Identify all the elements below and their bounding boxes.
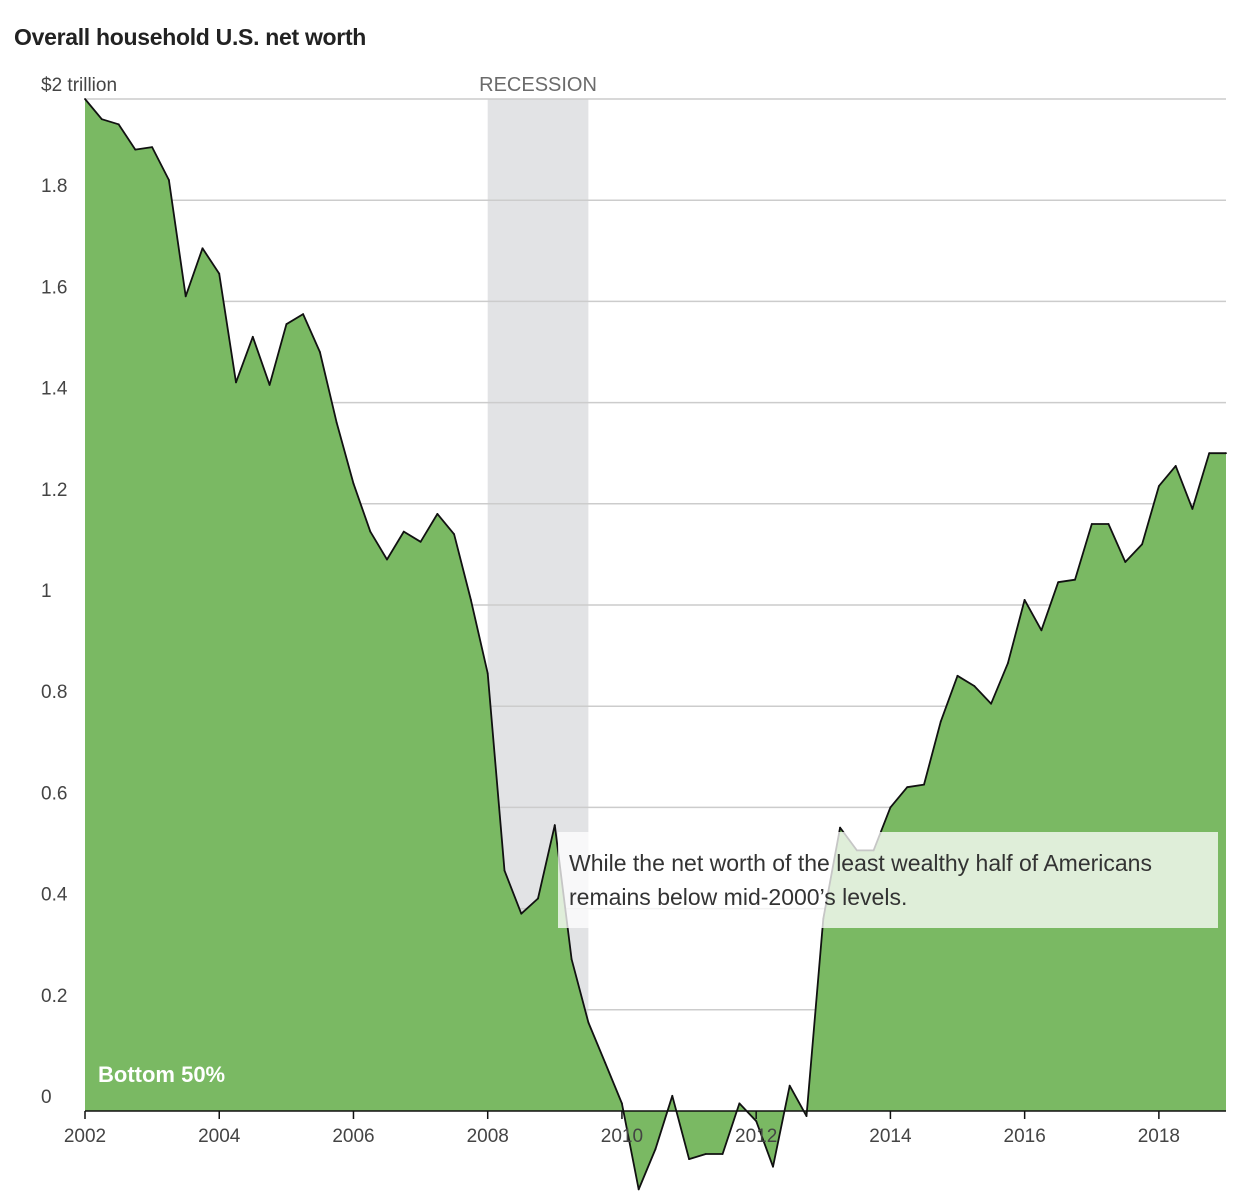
data-point xyxy=(1023,599,1026,601)
data-point xyxy=(1174,465,1177,467)
data-point xyxy=(956,674,959,677)
data-point xyxy=(788,1084,791,1087)
data-point xyxy=(285,323,288,326)
data-point xyxy=(352,482,355,485)
series-area-layer xyxy=(84,98,1227,1191)
y-tick-label: 1.6 xyxy=(41,277,67,298)
data-point xyxy=(805,1115,808,1117)
series-label: Bottom 50% xyxy=(98,1062,225,1087)
y-tick-label: 0.8 xyxy=(41,682,67,703)
data-point xyxy=(654,1148,657,1150)
x-tick-label: 2006 xyxy=(332,1126,374,1147)
chart-annotation: While the net worth of the least wealthy… xyxy=(558,832,1218,928)
data-point xyxy=(553,824,556,826)
data-point xyxy=(939,720,942,723)
y-tick-label: 1.2 xyxy=(41,480,67,501)
data-point xyxy=(151,146,154,149)
data-point xyxy=(1158,485,1160,487)
x-axis: 2002 2004 2006 2008 2010 2012 2014 2016 2018 xyxy=(64,1110,1226,1147)
x-tick-label: 2012 xyxy=(735,1126,777,1147)
x-tick-label: 2014 xyxy=(869,1126,912,1147)
data-point xyxy=(1191,508,1194,510)
data-point xyxy=(470,599,472,601)
data-point xyxy=(621,1102,623,1105)
data-point xyxy=(973,685,976,687)
data-point xyxy=(1074,578,1076,581)
recession-label: RECESSION xyxy=(479,74,597,96)
data-point xyxy=(168,179,170,181)
data-point xyxy=(637,1188,640,1191)
y-tick-label: 1.4 xyxy=(41,379,68,400)
data-point xyxy=(1124,561,1127,563)
data-point xyxy=(906,786,909,789)
data-point xyxy=(436,513,439,515)
data-point xyxy=(503,869,506,872)
x-tick-label: 2018 xyxy=(1138,1126,1180,1147)
data-point xyxy=(486,672,489,675)
data-point xyxy=(1040,629,1043,632)
data-point xyxy=(235,381,237,384)
data-point xyxy=(386,558,388,561)
data-point xyxy=(1208,452,1211,455)
data-point xyxy=(1090,523,1093,525)
data-point xyxy=(1141,543,1143,546)
data-point xyxy=(1225,452,1227,455)
data-point xyxy=(1007,662,1009,665)
labels-layer: RECESSION Bottom 50% xyxy=(98,74,597,1087)
x-tick-label: 2002 xyxy=(64,1126,106,1147)
data-point xyxy=(402,530,405,533)
data-point xyxy=(1057,581,1060,584)
x-tick-label: 2004 xyxy=(198,1126,241,1147)
data-point xyxy=(369,530,372,533)
data-point xyxy=(84,98,86,100)
data-point xyxy=(704,1153,707,1155)
data-point xyxy=(570,958,573,961)
data-point xyxy=(201,247,204,250)
data-point xyxy=(302,313,304,315)
data-point xyxy=(335,421,338,424)
data-point xyxy=(587,1021,590,1024)
data-point xyxy=(537,897,539,900)
data-point xyxy=(671,1094,674,1097)
data-point xyxy=(755,1120,758,1122)
data-point xyxy=(738,1102,741,1105)
y-tick-label: 1.8 xyxy=(41,176,67,197)
data-point xyxy=(1107,523,1110,525)
y-axis-ticks: 0 0.2 0.4 0.6 0.8 1 1.2 1.4 1.6 1.8 $2 trillion xyxy=(41,75,117,1108)
x-tick-label: 2016 xyxy=(1004,1126,1046,1147)
data-point xyxy=(990,702,992,705)
data-point xyxy=(688,1158,690,1160)
y-tick-label: 1 xyxy=(41,581,52,602)
data-point xyxy=(251,335,254,338)
data-point xyxy=(184,295,187,298)
data-point xyxy=(419,540,422,543)
series-area-fill xyxy=(85,99,1226,1190)
data-point xyxy=(923,783,925,786)
y-tick-label: 0 xyxy=(41,1087,52,1108)
data-point xyxy=(218,272,221,275)
data-point xyxy=(100,118,103,121)
data-point xyxy=(772,1165,774,1168)
data-point xyxy=(319,351,321,353)
y-tick-label: 0.6 xyxy=(41,783,67,804)
data-point xyxy=(453,533,455,536)
chart-title: Overall household U.S. net worth xyxy=(14,24,367,50)
data-point xyxy=(268,384,271,386)
y-tick-label: $2 trillion xyxy=(41,75,117,96)
data-point xyxy=(721,1153,724,1155)
y-tick-label: 0.2 xyxy=(41,986,67,1007)
y-tick-label: 0.4 xyxy=(41,885,68,906)
data-point xyxy=(889,806,892,809)
x-tick-label: 2010 xyxy=(601,1126,643,1147)
data-point xyxy=(520,912,523,915)
data-point xyxy=(117,123,120,126)
data-point xyxy=(134,148,137,151)
x-tick-label: 2008 xyxy=(467,1126,509,1147)
data-point xyxy=(604,1062,607,1064)
data-point xyxy=(839,826,841,829)
